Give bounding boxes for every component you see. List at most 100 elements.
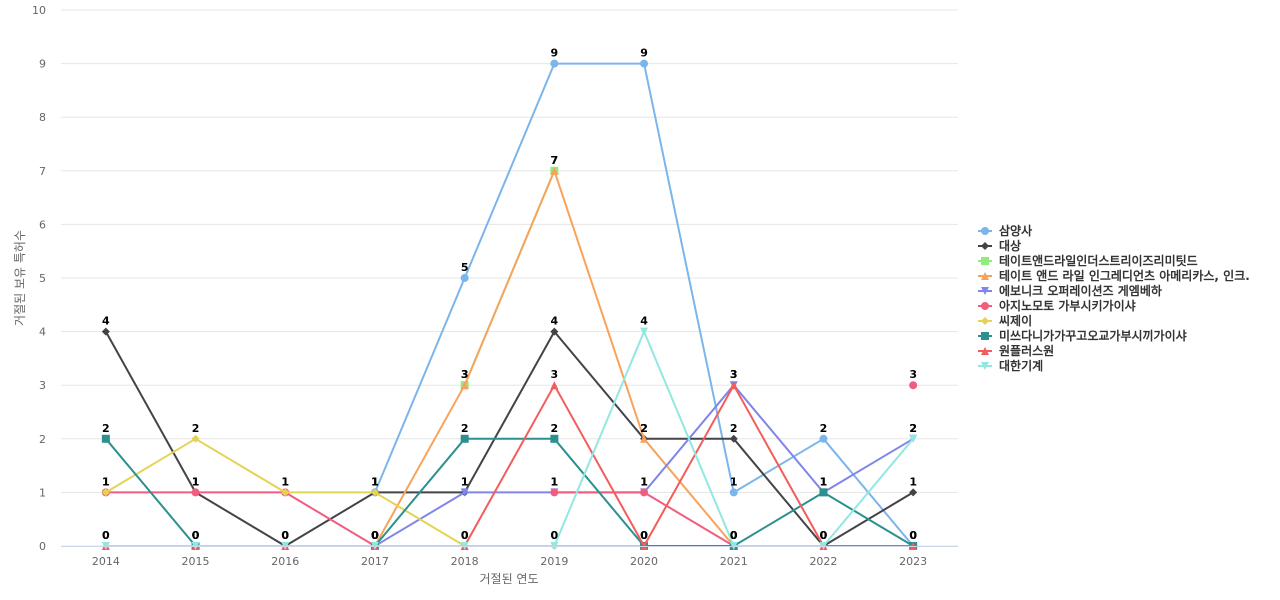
data-point xyxy=(640,327,649,336)
data-label: 0 xyxy=(371,529,379,542)
x-tick-label: 2022 xyxy=(809,555,837,568)
data-label: 1 xyxy=(640,475,648,488)
data-label: 1 xyxy=(461,475,469,488)
x-tick-label: 2018 xyxy=(451,555,479,568)
x-tick-label: 2015 xyxy=(182,555,210,568)
data-label: 1 xyxy=(102,475,110,488)
data-label: 1 xyxy=(281,475,289,488)
data-label: 2 xyxy=(909,422,917,435)
x-tick-label: 2021 xyxy=(720,555,748,568)
legend-item[interactable]: 아지노모토 가부시키가이샤 xyxy=(978,298,1136,313)
legend-marker xyxy=(981,317,989,325)
legend-marker xyxy=(981,302,989,310)
data-label: 1 xyxy=(461,475,469,488)
data-label: 2 xyxy=(102,422,110,435)
data-label: 1 xyxy=(909,475,917,488)
data-label: 0 xyxy=(730,529,738,542)
data-point xyxy=(640,434,649,443)
legend-label: 원플러스원 xyxy=(999,343,1054,358)
legend-label: 씨제이 xyxy=(999,313,1032,328)
data-label: 1 xyxy=(640,475,648,488)
data-point xyxy=(460,274,469,282)
legend-marker xyxy=(981,362,989,370)
data-label: 0 xyxy=(551,529,559,542)
data-label: 1 xyxy=(192,475,200,488)
data-label: 0 xyxy=(820,529,828,542)
data-label: 0 xyxy=(102,529,110,542)
data-label: 1 xyxy=(371,475,379,488)
data-label: 3 xyxy=(909,368,917,381)
legend-marker xyxy=(981,227,989,235)
x-tick-label: 2019 xyxy=(540,555,568,568)
data-point xyxy=(909,434,918,443)
data-label: 3 xyxy=(461,368,469,381)
legend-marker xyxy=(981,257,989,265)
legend-marker xyxy=(981,287,989,295)
data-point xyxy=(370,488,379,497)
data-point xyxy=(550,381,559,390)
data-label: 1 xyxy=(192,475,200,488)
legend-item[interactable]: 대한기계 xyxy=(978,358,1043,373)
data-label: 0 xyxy=(192,529,200,542)
x-tick-label: 2014 xyxy=(92,555,120,568)
series-8 xyxy=(101,381,918,550)
data-label: 2 xyxy=(640,422,648,435)
data-label: 0 xyxy=(371,529,379,542)
data-label: 4 xyxy=(102,315,110,328)
series-line xyxy=(373,384,915,547)
y-axis-title: 거절된 보유 특허수 xyxy=(13,230,27,326)
x-axis-title: 거절된 연도 xyxy=(479,572,538,586)
legend-item[interactable]: 미쓰다니가가꾸고오교가부시끼가이샤 xyxy=(978,328,1187,343)
data-point xyxy=(729,488,738,497)
data-label: 0 xyxy=(461,529,469,542)
y-tick-label: 2 xyxy=(39,433,46,446)
data-point xyxy=(550,327,559,336)
legend-label: 아지노모토 가부시키가이샤 xyxy=(999,298,1136,313)
data-label: 0 xyxy=(192,529,200,542)
data-label: 0 xyxy=(371,529,379,542)
legend-item[interactable]: 테이트 앤드 라일 인그레디언츠 아메리카스, 인크. xyxy=(978,268,1250,283)
x-tick-label: 2023 xyxy=(899,555,927,568)
legend-label: 대상 xyxy=(999,238,1021,253)
data-label: 5 xyxy=(461,261,469,274)
y-tick-label: 5 xyxy=(39,272,46,285)
data-point xyxy=(191,488,200,497)
data-label: 0 xyxy=(281,529,289,542)
data-point xyxy=(191,434,200,443)
y-axis: 0 1 2 3 4 5 6 7 8 9 10 xyxy=(32,4,46,553)
data-label: 0 xyxy=(461,529,469,542)
legend-item[interactable]: 에보니크 오퍼레이션즈 게엠베하 xyxy=(978,283,1162,298)
data-label: 0 xyxy=(820,529,828,542)
series-line xyxy=(104,330,915,547)
data-point xyxy=(729,434,738,443)
data-label: 0 xyxy=(730,529,738,542)
legend-item[interactable]: 테이트앤드라일인더스트리이즈리미팃드 xyxy=(978,253,1198,268)
data-point xyxy=(550,166,559,175)
data-point xyxy=(101,327,110,336)
data-point xyxy=(729,381,738,390)
data-label: 0 xyxy=(281,529,289,542)
data-label: 0 xyxy=(909,529,917,542)
data-label: 2 xyxy=(640,422,648,435)
legend-item[interactable]: 삼양사 xyxy=(978,223,1032,238)
data-label: 0 xyxy=(730,529,738,542)
data-label: 2 xyxy=(730,422,738,435)
legend-item[interactable]: 원플러스원 xyxy=(978,343,1054,358)
data-point xyxy=(819,434,828,443)
data-label: 0 xyxy=(371,529,379,542)
legend-item[interactable]: 씨제이 xyxy=(978,313,1032,328)
data-point xyxy=(819,488,828,497)
x-axis: 2014 2015 2016 2017 2018 2019 2020 2021 2022 2023 xyxy=(61,546,958,568)
y-tick-label: 6 xyxy=(39,218,46,231)
data-label: 4 xyxy=(551,315,559,328)
legend-label: 삼양사 xyxy=(999,223,1032,238)
legend-item[interactable]: 대상 xyxy=(978,238,1021,253)
data-point xyxy=(281,488,290,497)
data-label: 1 xyxy=(730,475,738,488)
data-point xyxy=(460,434,469,443)
legend-marker xyxy=(981,242,989,250)
data-point xyxy=(101,434,110,443)
y-tick-label: 0 xyxy=(39,540,46,553)
